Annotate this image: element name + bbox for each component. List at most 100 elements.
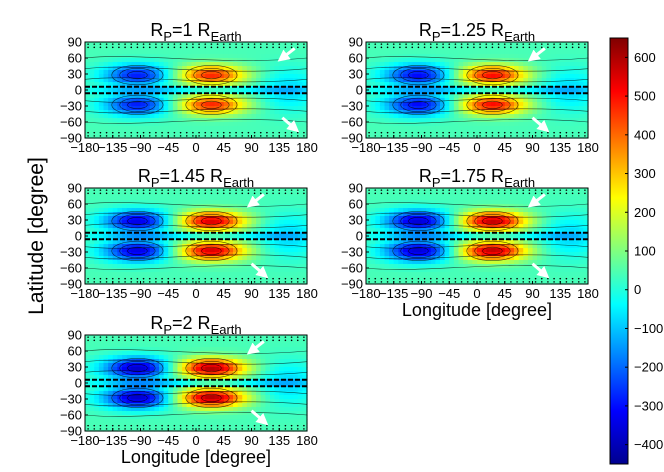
heatmap-cell	[205, 224, 211, 229]
heatmap-cell	[449, 240, 455, 245]
heatmap-cell	[384, 232, 390, 237]
quiver-dot	[485, 131, 488, 134]
heatmap-cell	[500, 220, 506, 225]
heatmap-cell	[168, 240, 174, 245]
heatmap-cell	[246, 66, 253, 71]
heatmap-cell	[412, 90, 418, 95]
heatmap-cell	[514, 94, 520, 99]
heatmap-cell	[274, 114, 280, 119]
heatmap-cell	[302, 122, 308, 127]
heatmap-cell	[260, 130, 266, 135]
heatmap-cell	[453, 74, 460, 79]
heatmap-cell	[182, 216, 188, 221]
heatmap-cell	[246, 118, 253, 123]
heatmap-cell	[126, 74, 132, 79]
heatmap-cell	[135, 114, 142, 119]
heatmap-cell	[182, 228, 188, 233]
heatmap-cell	[94, 126, 100, 131]
quiver-dot	[553, 131, 555, 134]
quiver-dot	[192, 135, 194, 137]
heatmap-cell	[458, 200, 464, 205]
quiver-dot	[584, 135, 586, 137]
contour-ring	[482, 71, 503, 80]
heatmap-cell	[209, 50, 216, 55]
heatmap-cell	[449, 232, 455, 237]
heatmap-cell	[370, 102, 376, 107]
heatmap-cell	[260, 122, 266, 127]
heatmap-cell	[527, 228, 534, 233]
heatmap-cell	[256, 74, 262, 79]
heatmap-cell	[426, 220, 432, 225]
heatmap-cell	[200, 272, 206, 277]
heatmap-cell	[172, 204, 179, 209]
quiver-dot	[559, 46, 562, 49]
heatmap-cell	[504, 134, 510, 139]
heatmap-cell	[163, 86, 169, 91]
heatmap-cell	[569, 106, 575, 111]
heatmap-cell	[435, 228, 441, 233]
heatmap-cell	[435, 42, 441, 47]
heatmap-cell	[389, 248, 395, 253]
heatmap-cell	[122, 208, 128, 213]
heatmap-cell	[509, 78, 515, 83]
heatmap-cell	[163, 276, 169, 281]
heatmap-cell	[168, 248, 174, 253]
heatmap-cell	[200, 224, 206, 229]
heatmap-cell	[449, 66, 455, 71]
heatmap-cell	[384, 208, 390, 213]
quiver-dot	[278, 46, 281, 49]
heatmap-cell	[477, 200, 483, 205]
heatmap-cell	[209, 220, 216, 225]
heatmap-cell	[384, 200, 390, 205]
heatmap-cell	[578, 122, 584, 127]
heatmap-cell	[228, 66, 234, 71]
quiver-dot	[368, 135, 370, 137]
heatmap-cell	[375, 74, 381, 79]
heatmap-cell	[168, 114, 174, 119]
heatmap-cell	[393, 192, 399, 197]
heatmap-cell	[379, 134, 386, 139]
heatmap-cell	[191, 208, 197, 213]
heatmap-cell	[541, 134, 547, 139]
heatmap-cell	[274, 66, 280, 71]
heatmap-cell	[375, 224, 381, 229]
quiver-dot	[290, 277, 293, 280]
heatmap-cell	[283, 236, 290, 241]
heatmap-cell	[500, 188, 506, 193]
heatmap-cell	[154, 62, 160, 67]
heatmap-cell	[435, 192, 441, 197]
heatmap-cell	[297, 110, 303, 115]
heatmap-cell	[537, 220, 543, 225]
heatmap-cell	[509, 232, 515, 237]
heatmap-cell	[228, 280, 234, 285]
x-tick-label: 45	[498, 140, 512, 155]
heatmap-cell	[463, 244, 469, 249]
heatmap-cell	[274, 58, 280, 63]
heatmap-cell	[94, 212, 100, 217]
heatmap-cell	[500, 82, 506, 87]
heatmap-cell	[122, 220, 128, 225]
heatmap-cell	[246, 94, 253, 99]
heatmap-cell	[421, 86, 427, 91]
heatmap-cell	[279, 62, 285, 67]
heatmap-cell	[302, 54, 308, 59]
heatmap-cell	[205, 228, 211, 233]
heatmap-cell	[518, 268, 524, 273]
heatmap-cell	[560, 102, 566, 107]
heatmap-cell	[233, 196, 239, 201]
heatmap-cell	[223, 212, 229, 217]
heatmap-cell	[500, 110, 506, 115]
heatmap-cell	[219, 232, 225, 237]
heatmap-cell	[435, 252, 441, 257]
heatmap-cell	[117, 62, 123, 67]
quiver-dot	[497, 131, 500, 134]
heatmap-cell	[458, 256, 464, 261]
heatmap-cell	[523, 208, 529, 213]
heatmap-cell	[293, 260, 299, 265]
heatmap-cell	[523, 42, 529, 47]
heatmap-cell	[140, 94, 146, 99]
heatmap-cell	[430, 232, 436, 237]
heatmap-cell	[283, 204, 290, 209]
x-tick-label: −45	[157, 286, 179, 301]
quiver-dot	[124, 131, 126, 134]
